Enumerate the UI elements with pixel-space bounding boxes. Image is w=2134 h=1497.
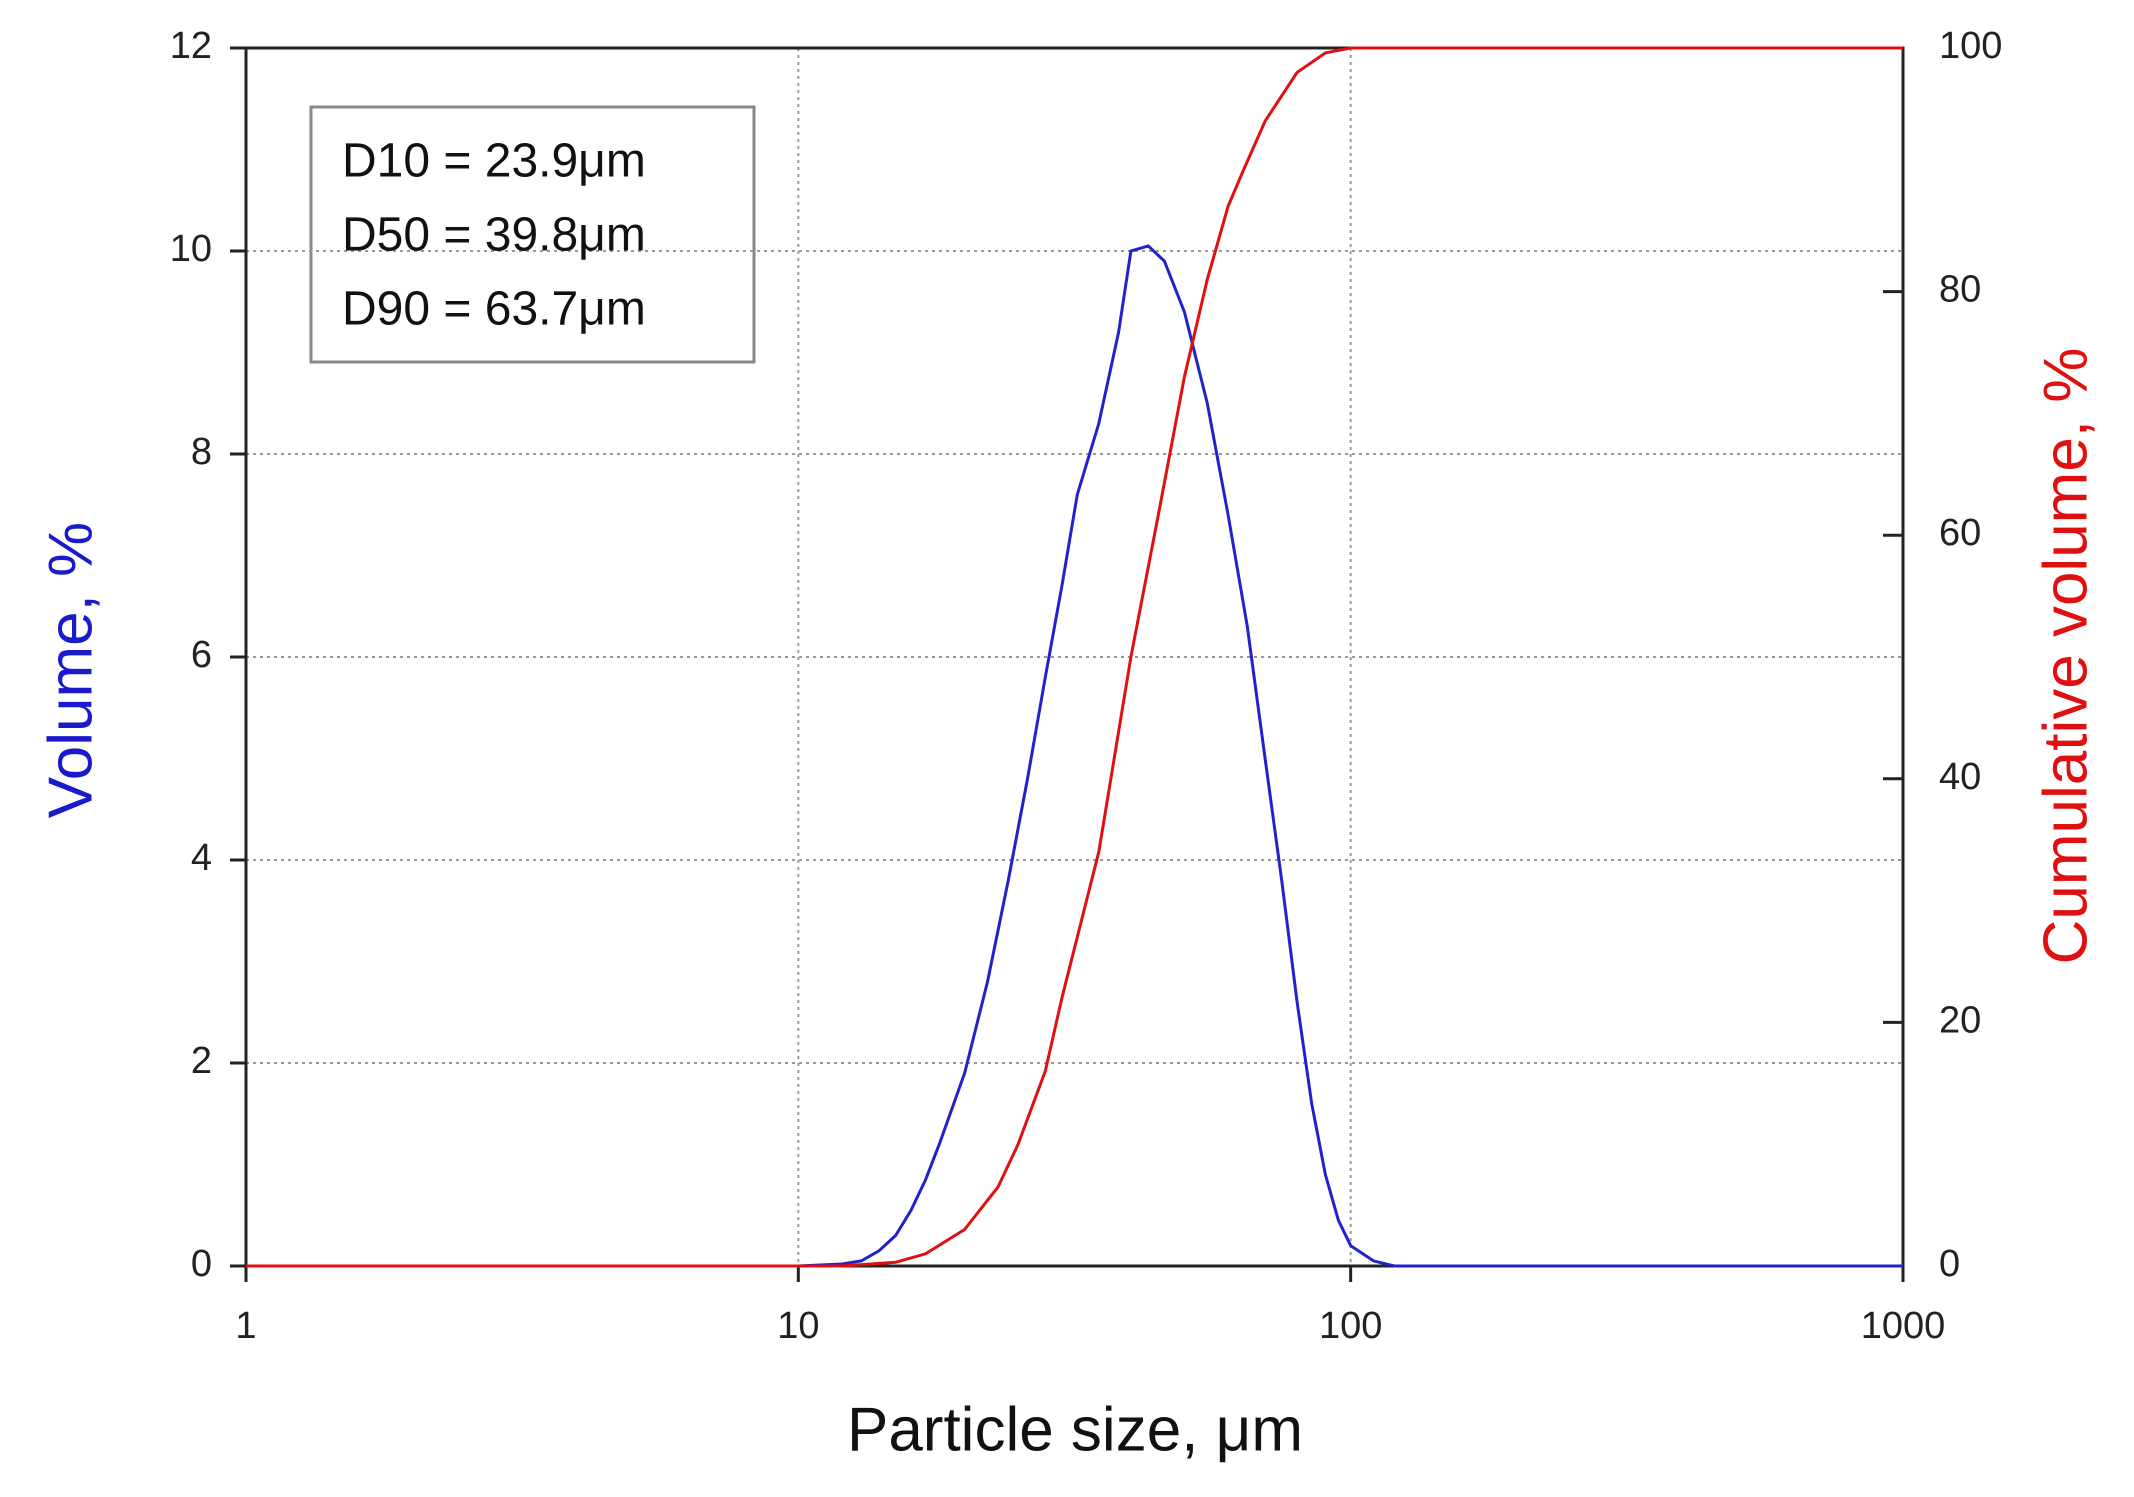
y2-tick-label: 100 bbox=[1939, 25, 2002, 67]
y-tick-label: 0 bbox=[191, 1243, 212, 1285]
annotation: D10 = 23.9μm bbox=[342, 135, 646, 188]
y2-tick-label: 20 bbox=[1939, 999, 1981, 1041]
annotation: D50 = 39.8μm bbox=[342, 209, 646, 262]
x-tick-label: 1000 bbox=[1861, 1305, 1946, 1347]
y-tick-label: 12 bbox=[170, 25, 212, 67]
series-line bbox=[246, 244, 1903, 1268]
y-tick-label: 6 bbox=[191, 634, 212, 676]
y-tick-label: 4 bbox=[191, 837, 212, 879]
x-tick-label: 100 bbox=[1319, 1305, 1382, 1347]
x-axis-title: Particle size, μm bbox=[847, 1395, 1303, 1464]
y2-tick-label: 0 bbox=[1939, 1243, 1960, 1285]
plot-frame bbox=[244, 46, 1905, 1268]
y2-tick-label: 60 bbox=[1939, 512, 1981, 554]
y-tick-label: 8 bbox=[191, 431, 212, 473]
series-line bbox=[246, 46, 1903, 1268]
x-tick-label: 10 bbox=[777, 1305, 819, 1347]
y2-tick-label: 80 bbox=[1939, 269, 1981, 311]
y-tick-label: 10 bbox=[170, 228, 212, 270]
annotation-box bbox=[309, 105, 756, 364]
x-tick-label: 1 bbox=[235, 1305, 256, 1347]
y-axis-title: Volume, % bbox=[36, 522, 105, 818]
y-tick-label: 2 bbox=[191, 1040, 212, 1082]
y2-tick-label: 40 bbox=[1939, 756, 1981, 798]
y2-axis-title: Cumulative volume, % bbox=[2031, 348, 2100, 965]
annotation: D90 = 63.7μm bbox=[342, 283, 646, 336]
